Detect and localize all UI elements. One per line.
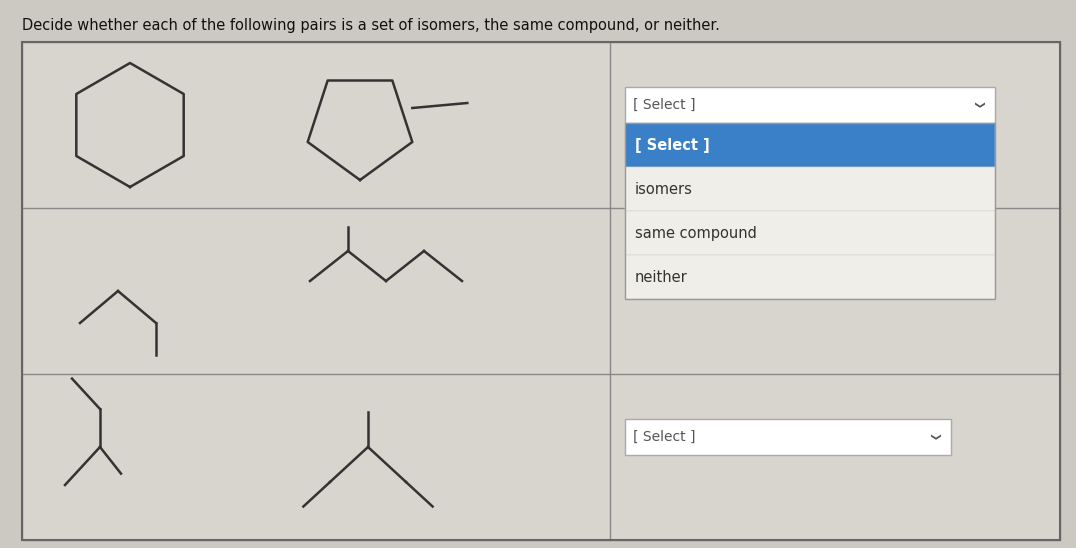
- Text: isomers: isomers: [635, 181, 693, 197]
- Text: [ Select ]: [ Select ]: [635, 138, 710, 152]
- Bar: [625, 123, 995, 167]
- Text: neither: neither: [635, 270, 688, 284]
- Text: [ Select ]: [ Select ]: [633, 430, 695, 444]
- Text: Decide whether each of the following pairs is a set of isomers, the same compoun: Decide whether each of the following pai…: [22, 18, 720, 33]
- Text: [ Select ]: [ Select ]: [633, 98, 695, 112]
- Bar: [625, 255, 995, 299]
- Text: same compound: same compound: [635, 226, 756, 241]
- Bar: [625, 123, 995, 299]
- Bar: [625, 419, 950, 455]
- Text: ❯: ❯: [929, 433, 938, 441]
- Bar: [625, 87, 995, 123]
- Bar: [625, 167, 995, 211]
- Text: ❯: ❯: [973, 101, 983, 109]
- Bar: [625, 211, 995, 255]
